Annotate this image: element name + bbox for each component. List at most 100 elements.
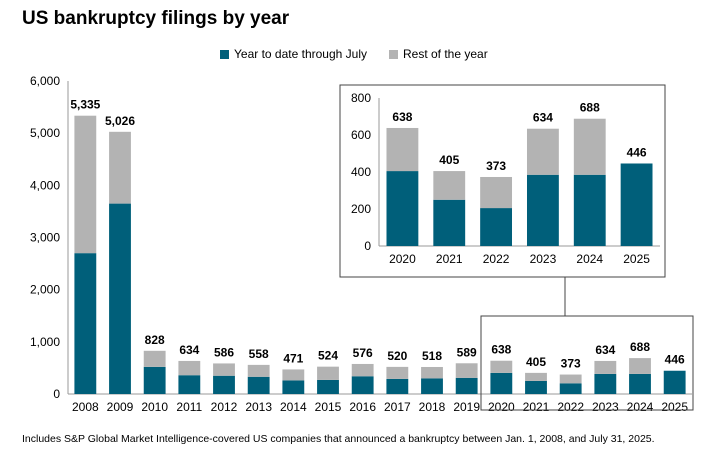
legend-label-rest: Rest of the year — [402, 47, 488, 61]
main-bar-ytd-2012 — [213, 375, 235, 394]
main-bar-rest-2016 — [351, 363, 374, 377]
main-bar-rest-2008 — [74, 115, 97, 254]
legend-item-ytd: Year to date through July — [220, 47, 367, 61]
inset-bar-rest-2021 — [433, 171, 466, 200]
inset-bar-rest-2024 — [573, 118, 606, 175]
inset-y-tick-label: 200 — [351, 202, 371, 216]
main-bar-rest-2018 — [421, 366, 443, 379]
main-bar-rest-2014 — [282, 369, 305, 381]
main-x-tick-label-2011: 2011 — [176, 400, 202, 414]
main-x-tick-label-2016: 2016 — [349, 400, 376, 414]
inset-total-label-2020: 638 — [392, 110, 412, 124]
main-bar-ytd-2008 — [74, 253, 97, 394]
main-y-tick-label: 1,000 — [30, 335, 60, 349]
main-x-tick-label-2023: 2023 — [592, 400, 619, 414]
legend-item-rest: Rest of the year — [388, 47, 488, 61]
main-x-tick-label-2014: 2014 — [280, 400, 307, 414]
main-total-label-2011: 634 — [179, 343, 199, 357]
inset-x-tick-label-2025: 2025 — [623, 252, 650, 266]
legend-swatch-rest — [388, 49, 398, 59]
main-bar-rest-2021 — [525, 372, 547, 381]
main-y-tick-label: 3,000 — [30, 231, 60, 245]
main-total-label-2015: 524 — [318, 349, 338, 363]
inset-y-tick-label: 800 — [351, 91, 371, 105]
main-x-tick-label-2020: 2020 — [488, 400, 515, 414]
main-y-tick-label: 4,000 — [30, 178, 60, 192]
inset-y-tick-label: 400 — [351, 165, 371, 179]
inset-total-label-2021: 405 — [439, 153, 459, 167]
main-total-label-2008: 5,335 — [70, 98, 100, 112]
main-bar-ytd-2011 — [178, 375, 201, 394]
main-x-tick-label-2009: 2009 — [107, 400, 134, 414]
main-total-label-2013: 558 — [249, 347, 269, 361]
inset-x-tick-label-2023: 2023 — [530, 252, 557, 266]
main-total-label-2025: 446 — [665, 353, 685, 367]
main-bar-ytd-2019 — [455, 377, 478, 394]
main-bar-ytd-2018 — [421, 378, 443, 394]
legend: Year to date through July Rest of the ye… — [220, 47, 488, 61]
main-x-tick-label-2025: 2025 — [661, 400, 688, 414]
main-x-tick-label-2017: 2017 — [384, 400, 411, 414]
main-x-tick-label-2021: 2021 — [523, 400, 550, 414]
main-bar-ytd-2022 — [559, 383, 582, 394]
main-bar-ytd-2024 — [629, 373, 651, 394]
inset-bar-rest-2023 — [526, 128, 559, 175]
footnote: Includes S&P Global Market Intelligence-… — [22, 433, 655, 445]
main-y-tick-label: 6,000 — [30, 74, 60, 88]
inset-y-tick-label: 0 — [364, 239, 371, 253]
main-total-label-2024: 688 — [630, 340, 650, 354]
main-bar-ytd-2014 — [282, 380, 305, 394]
main-bar-rest-2010 — [143, 350, 166, 367]
inset-bar-ytd-2022 — [480, 208, 513, 246]
main-bar-ytd-2020 — [490, 372, 513, 394]
legend-swatch-ytd — [220, 49, 229, 59]
main-total-label-2014: 471 — [283, 351, 303, 365]
legend-label-ytd: Year to date through July — [234, 47, 367, 61]
inset-bar-rest-2022 — [480, 176, 513, 209]
inset-bar-ytd-2021 — [433, 199, 466, 246]
main-total-label-2017: 520 — [387, 349, 407, 363]
main-bar-rest-2023 — [594, 360, 617, 374]
highlight-box-2020-2025 — [480, 315, 694, 411]
inset-total-label-2023: 634 — [533, 111, 553, 125]
inset-x-tick-label-2024: 2024 — [576, 252, 603, 266]
main-total-label-2022: 373 — [561, 357, 581, 371]
main-x-tick-label-2018: 2018 — [419, 400, 446, 414]
main-bar-ytd-2009 — [109, 203, 131, 394]
inset-x-tick-label-2022: 2022 — [483, 252, 510, 266]
main-bar-ytd-2021 — [525, 380, 547, 394]
inset-y-tick-label: 600 — [351, 128, 371, 142]
main-x-tick-label-2010: 2010 — [141, 400, 168, 414]
main-y-tick-label: 5,000 — [30, 126, 60, 140]
main-total-label-2019: 589 — [457, 345, 477, 359]
main-total-label-2009: 5,026 — [105, 114, 135, 128]
main-total-label-2010: 828 — [145, 333, 165, 347]
main-total-label-2021: 405 — [526, 355, 546, 369]
main-total-label-2020: 638 — [491, 343, 511, 357]
main-bar-rest-2020 — [490, 360, 513, 373]
main-bar-rest-2015 — [317, 366, 339, 380]
inset-bar-ytd-2020 — [386, 171, 419, 246]
main-x-tick-label-2022: 2022 — [557, 400, 584, 414]
main-bar-ytd-2017 — [386, 378, 409, 394]
main-y-tick-label: 0 — [53, 387, 60, 401]
main-x-tick-label-2012: 2012 — [211, 400, 238, 414]
main-x-tick-label-2015: 2015 — [315, 400, 342, 414]
main-total-label-2023: 634 — [595, 343, 615, 357]
inset-total-label-2024: 688 — [580, 101, 600, 115]
main-bar-rest-2012 — [213, 363, 235, 376]
main-bar-rest-2022 — [559, 374, 582, 384]
inset-bar-rest-2020 — [386, 127, 419, 172]
main-bar-ytd-2015 — [317, 379, 339, 394]
main-bar-ytd-2013 — [247, 376, 270, 394]
inset-bar-ytd-2023 — [526, 174, 559, 246]
main-bar-ytd-2025 — [663, 370, 686, 394]
chart-title: US bankruptcy filings by year — [22, 8, 290, 29]
main-x-tick-label-2013: 2013 — [245, 400, 272, 414]
main-total-label-2012: 586 — [214, 345, 234, 359]
main-bar-rest-2011 — [178, 360, 201, 376]
inset-x-tick-label-2020: 2020 — [389, 252, 416, 266]
main-bar-rest-2009 — [109, 131, 131, 204]
main-total-label-2018: 518 — [422, 349, 442, 363]
